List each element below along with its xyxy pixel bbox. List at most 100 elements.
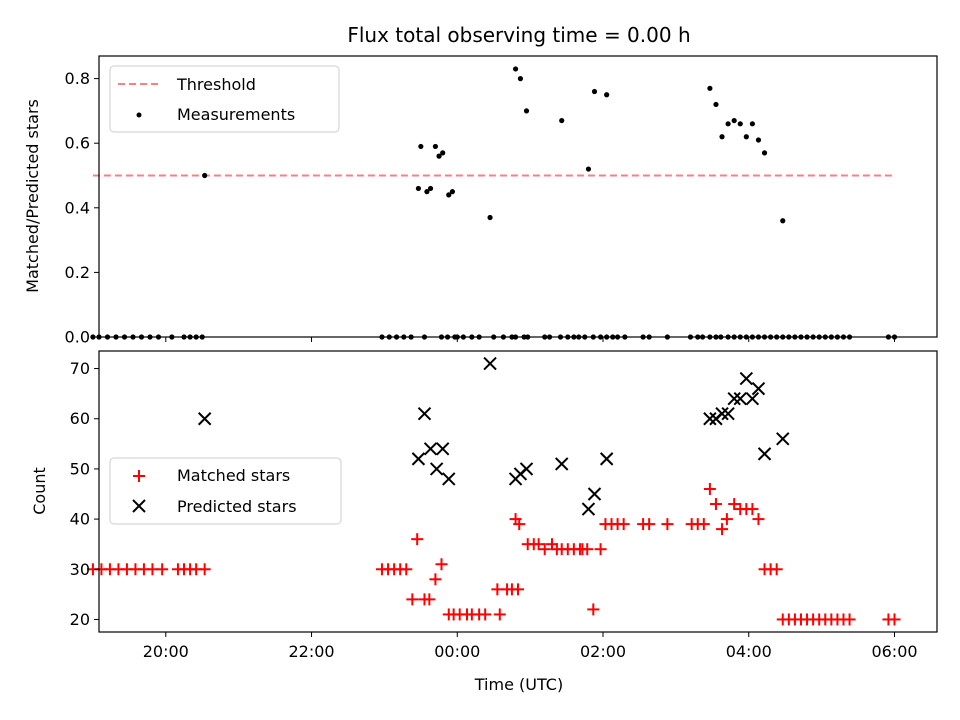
counts-legend: Matched stars Predicted stars — [109, 457, 342, 525]
matched-stars-point — [728, 498, 741, 511]
x-axis-label: Time (UTC) — [474, 675, 563, 694]
matched-stars-point — [643, 518, 656, 531]
matched-stars-point — [411, 533, 424, 546]
y-tick-label: 0.2 — [65, 263, 90, 282]
matched-stars-point — [587, 603, 600, 616]
predicted-stars-point — [197, 412, 212, 426]
measurement-point — [512, 66, 519, 72]
counts-marks — [86, 356, 901, 626]
y-tick-label: 0.0 — [65, 328, 90, 347]
measurement-point — [585, 166, 592, 172]
matched-stars-point — [709, 498, 722, 511]
predicted-stars-point — [587, 487, 602, 501]
matched-stars-point — [479, 608, 492, 621]
predicted-stars-point — [715, 407, 729, 421]
measurement-point — [731, 117, 737, 124]
legend-measurements-label: Measurements — [177, 105, 295, 124]
measurement-point — [780, 218, 786, 224]
measurement-point — [523, 108, 530, 114]
matched-stars-point — [703, 482, 716, 495]
matched-stars-point — [423, 593, 436, 606]
measurement-point — [424, 189, 430, 195]
measurement-point — [427, 185, 434, 192]
y-tick-label: 0.4 — [65, 198, 90, 217]
matched-stars-point — [538, 543, 551, 556]
measurement-point — [559, 117, 565, 124]
x-tick-label: 02:00 — [580, 642, 626, 661]
x-tick: 20:00 — [143, 632, 189, 661]
predicted-stars-point — [429, 462, 444, 476]
matched-stars-point — [406, 593, 419, 606]
x-tick-label: 06:00 — [871, 642, 917, 661]
y-tick: 0.4 — [65, 198, 99, 217]
matched-stars-point — [198, 563, 211, 576]
measurement-point — [449, 189, 456, 195]
predicted-stars-point — [423, 442, 438, 456]
measurement-point — [90, 334, 96, 340]
matched-stars-point — [888, 613, 901, 626]
matched-stars-point — [746, 503, 759, 516]
predicted-stars-point — [435, 442, 450, 456]
measurement-point — [446, 192, 452, 198]
measurement-point — [591, 88, 598, 95]
predicted-stars-point — [776, 432, 790, 446]
legend-threshold-label: Threshold — [176, 75, 256, 94]
counts-legend-box — [109, 457, 342, 525]
predicted-stars-point — [411, 452, 426, 466]
x-tick-label: 04:00 — [726, 642, 772, 661]
matched-stars-point — [770, 563, 783, 576]
y-tick: 0.8 — [65, 69, 99, 88]
matched-stars-point — [661, 518, 674, 531]
predicted-stars-point — [555, 457, 569, 471]
y-tick: 70 — [70, 359, 99, 378]
ratio-y-axis-label: Matched/Predicted stars — [23, 99, 42, 293]
predicted-stars-point — [733, 391, 747, 406]
measurement-point — [517, 76, 524, 82]
counts-x-ticks: 20:00 22:00 00:00 02:00 04:00 06:00 — [143, 632, 918, 661]
measurement-point — [761, 150, 768, 156]
ratio-legend-box — [109, 65, 340, 133]
x-tick: 22:00 — [288, 632, 335, 661]
matched-stars-point — [400, 563, 413, 576]
matched-stars-point — [716, 523, 729, 536]
matched-stars-point — [532, 538, 545, 551]
x-tick: 04:00 — [726, 632, 772, 661]
predicted-stars-point — [757, 447, 772, 461]
ratio-axes-frame — [98, 55, 938, 338]
matched-stars-point — [720, 513, 733, 526]
measurement-point — [737, 121, 743, 127]
y-tick-label: 30 — [70, 560, 90, 579]
measurement-point — [432, 143, 439, 150]
y-tick: 0.2 — [65, 263, 99, 282]
x-tick-label: 22:00 — [288, 642, 334, 661]
legend-measurements-swatch — [136, 112, 142, 118]
counts-panel: 20 30 40 50 60 70 20:00 22:00 00:00 02:00 04:00 06… — [30, 350, 938, 694]
legend-matched-swatch — [133, 470, 145, 482]
predicted-stars-point — [703, 412, 717, 426]
measurement-point — [719, 134, 725, 140]
y-tick-label: 60 — [70, 409, 90, 428]
predicted-stars-point — [727, 391, 741, 406]
measurement-point — [415, 185, 422, 192]
y-tick-label: 70 — [70, 359, 90, 378]
measurement-point — [755, 137, 762, 143]
matched-stars-point — [435, 558, 448, 571]
ratio-x-ticks — [165, 337, 895, 342]
x-tick-label: 20:00 — [143, 642, 189, 661]
y-tick-label: 20 — [70, 610, 90, 629]
counts-y-axis-label: Count — [30, 467, 49, 515]
measurement-point — [604, 92, 610, 98]
x-tick: 00:00 — [434, 632, 480, 661]
matched-stars-point — [697, 518, 710, 531]
y-tick: 0.0 — [65, 328, 99, 347]
x-tick: 06:00 — [871, 632, 918, 661]
counts-axes-frame — [98, 350, 938, 633]
legend-matched-label: Matched stars — [177, 466, 290, 485]
y-tick-label: 40 — [70, 510, 90, 529]
measurement-point — [713, 101, 719, 108]
predicted-stars-point — [739, 371, 754, 386]
measurement-point — [487, 214, 493, 221]
matched-stars-point — [429, 573, 442, 586]
matched-stars-point — [752, 513, 765, 526]
